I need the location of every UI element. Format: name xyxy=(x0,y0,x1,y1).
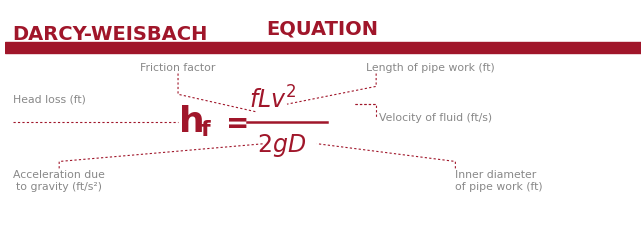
Text: Acceleration due
to gravity (ft/s²): Acceleration due to gravity (ft/s²) xyxy=(13,170,105,192)
Text: $\mathbf{h}$: $\mathbf{h}$ xyxy=(178,105,203,139)
Text: Inner diameter
of pipe work (ft): Inner diameter of pipe work (ft) xyxy=(455,170,543,192)
Text: Length of pipe work (ft): Length of pipe work (ft) xyxy=(366,62,495,73)
Text: EQUATION: EQUATION xyxy=(266,20,379,39)
Text: DARCY-WEISBACH: DARCY-WEISBACH xyxy=(13,25,208,44)
Text: Friction factor: Friction factor xyxy=(141,62,216,73)
Text: Head loss (ft): Head loss (ft) xyxy=(13,94,85,104)
Text: $\mathbf{=}$: $\mathbf{=}$ xyxy=(220,108,247,136)
Text: Velocity of fluid (ft/s): Velocity of fluid (ft/s) xyxy=(379,113,492,123)
Bar xyxy=(4,42,641,53)
Text: $\mathbf{f}$: $\mathbf{f}$ xyxy=(200,120,212,140)
Text: $\mathit{fLv}^2$: $\mathit{fLv}^2$ xyxy=(249,87,297,114)
Text: $\mathit{2gD}$: $\mathit{2gD}$ xyxy=(257,132,306,159)
